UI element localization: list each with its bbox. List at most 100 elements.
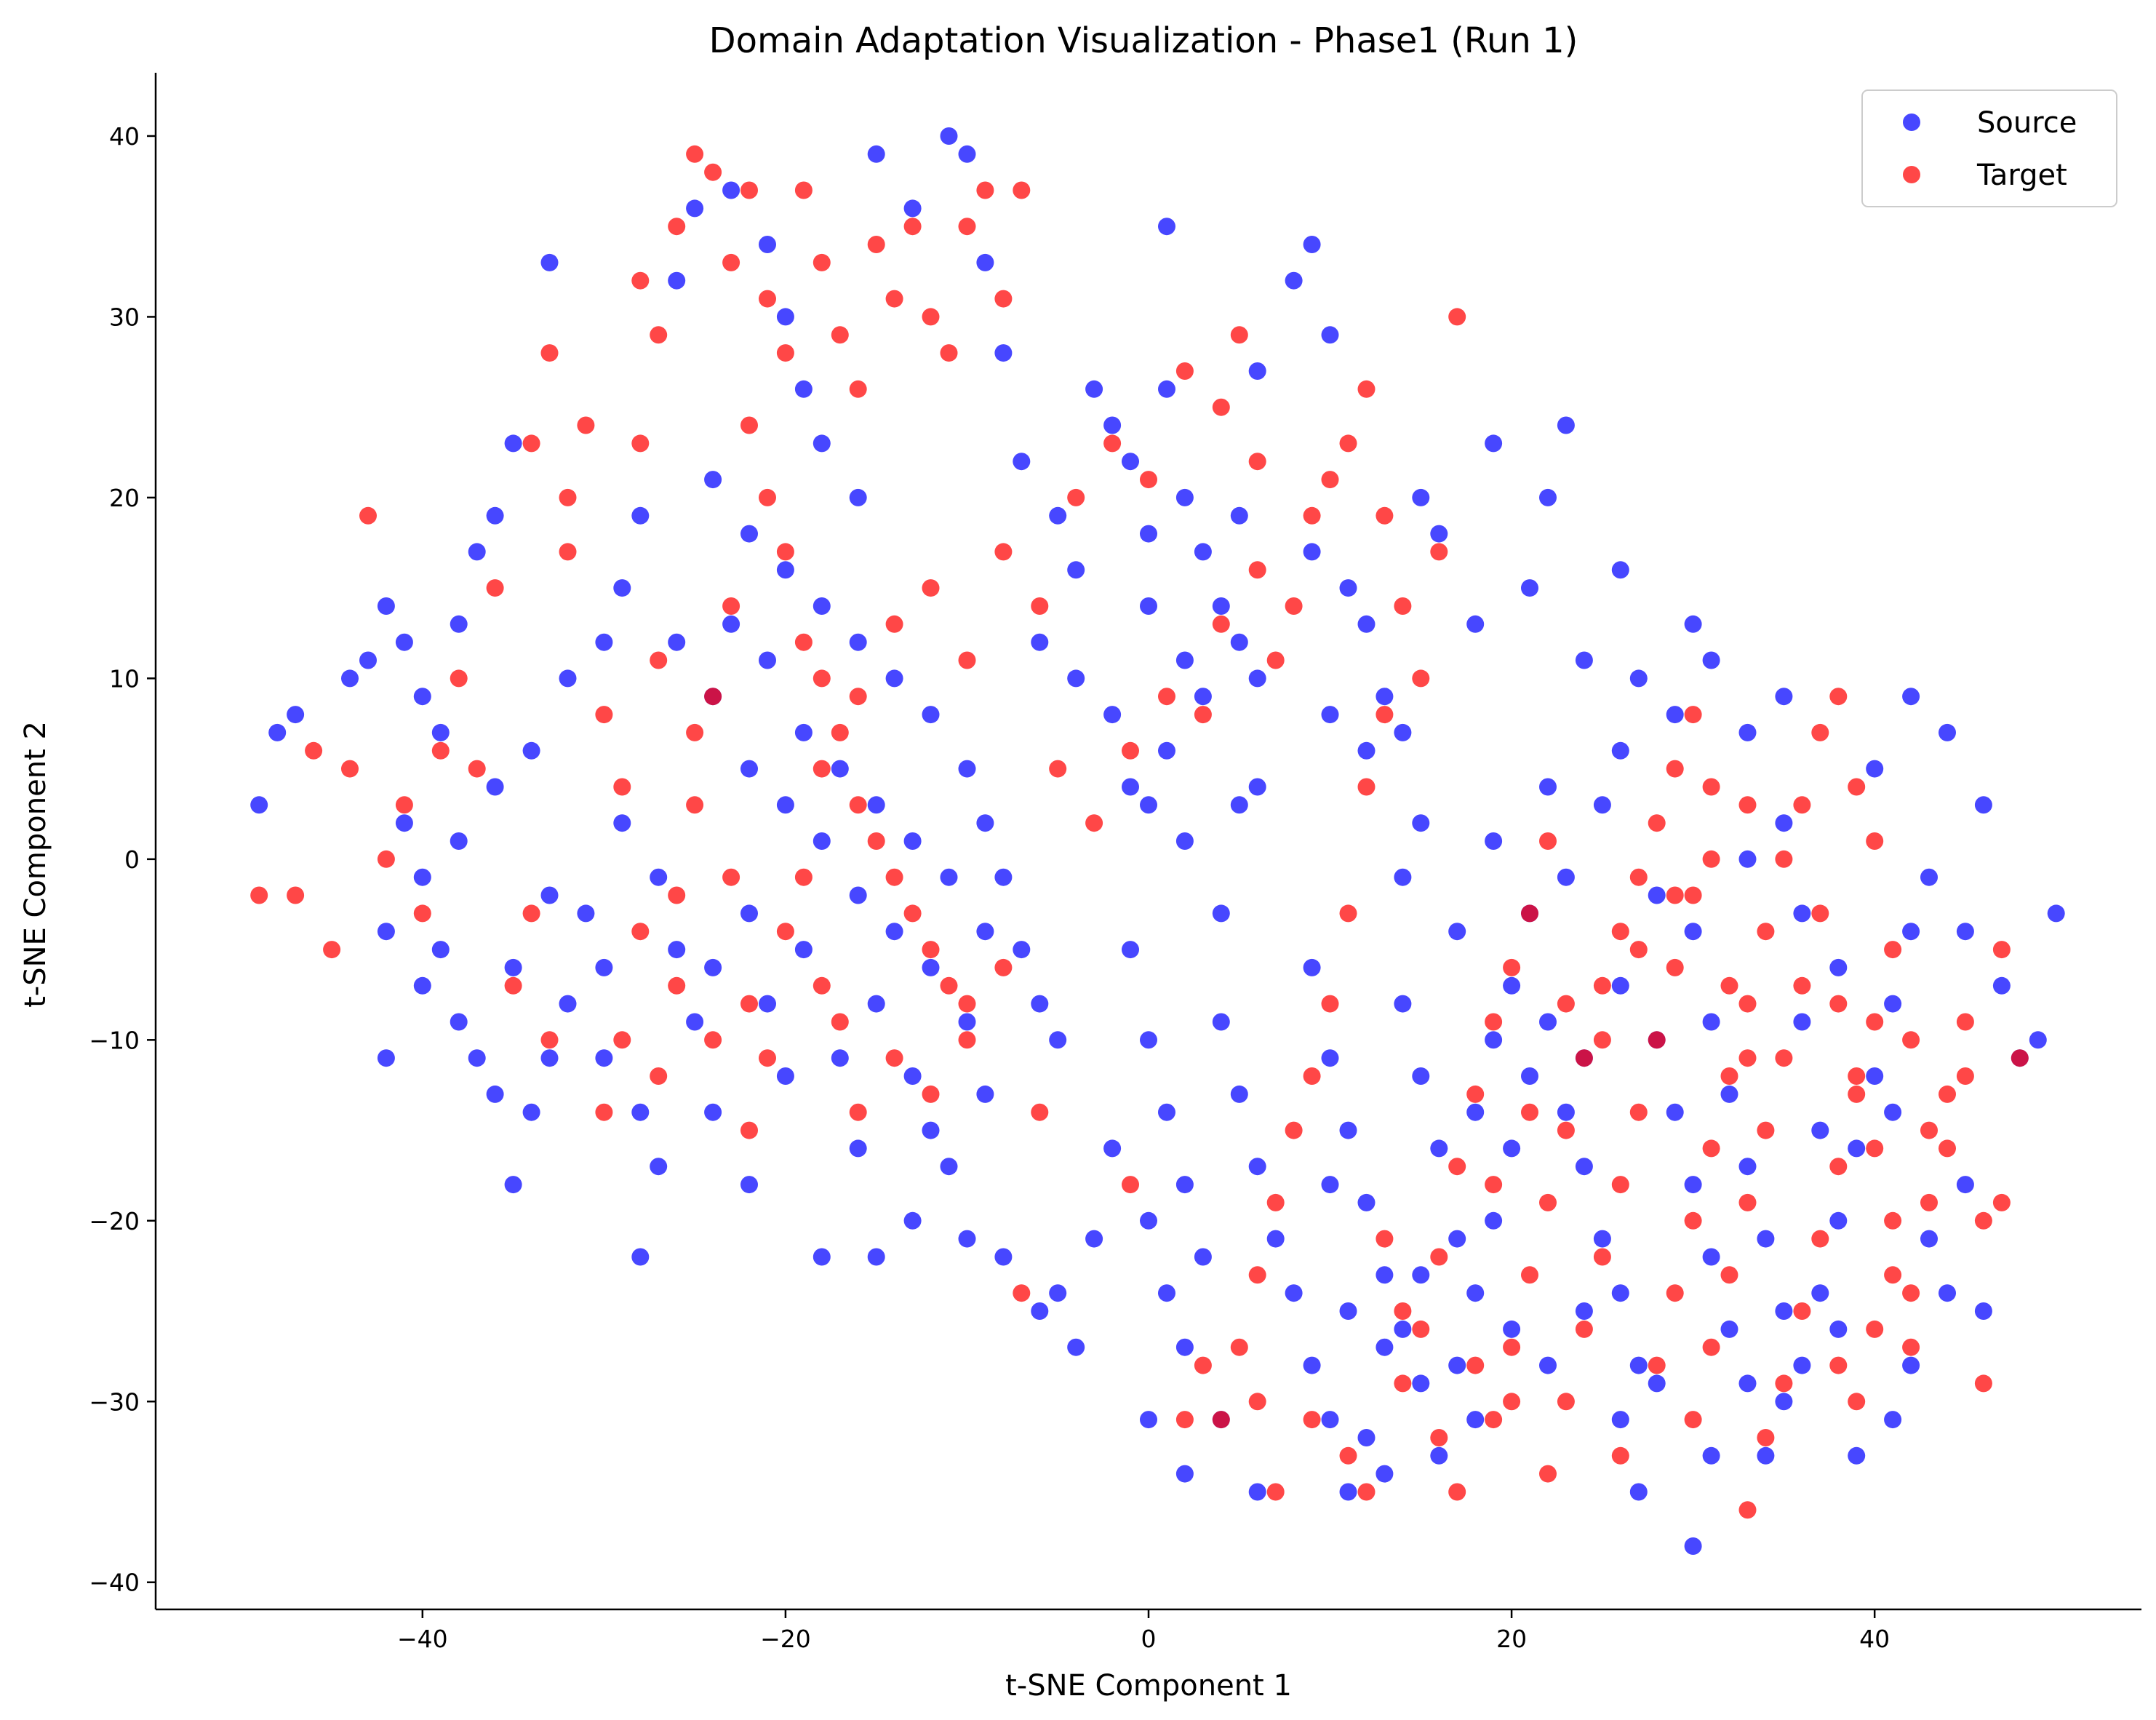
source-point [940, 127, 958, 145]
y-tick-label: −40 [89, 1569, 140, 1597]
target-point [668, 886, 686, 904]
source-point [1175, 651, 1194, 669]
target-point [305, 741, 323, 760]
target-point [1466, 1085, 1485, 1103]
target-point [431, 741, 450, 760]
target-point [250, 886, 268, 904]
source-point [976, 923, 994, 941]
target-point [1811, 1230, 1829, 1248]
source-point [940, 868, 958, 886]
target-point [922, 941, 940, 959]
source-point [1140, 1031, 1157, 1049]
source-point [722, 615, 740, 633]
source-point [1212, 904, 1230, 923]
target-point [1593, 976, 1611, 995]
target-point [613, 778, 631, 796]
source-point [268, 723, 287, 741]
target-point [704, 688, 722, 706]
target-point [1339, 904, 1357, 923]
source-point [1321, 706, 1339, 724]
target-point [1230, 1338, 1248, 1356]
source-point [1230, 506, 1248, 525]
y-tick-label: 20 [109, 484, 140, 512]
target-point [1974, 1374, 1992, 1393]
source-point [1031, 995, 1049, 1013]
target-point [650, 651, 668, 669]
source-point [1285, 271, 1303, 290]
source-point [595, 1049, 613, 1067]
target-point [922, 579, 940, 597]
source-point [1775, 1393, 1793, 1411]
source-point [540, 1049, 559, 1067]
source-point [994, 1248, 1013, 1266]
source-point [1248, 669, 1266, 688]
source-point [1448, 1230, 1466, 1248]
source-point [1430, 525, 1448, 543]
target-point [1702, 778, 1720, 796]
source-point [1140, 597, 1157, 615]
target-point [1829, 995, 1848, 1013]
source-point [1412, 488, 1430, 506]
target-point [1848, 1067, 1866, 1085]
target-point [1738, 995, 1757, 1013]
source-point [1684, 615, 1702, 633]
source-point [1629, 1483, 1648, 1501]
y-tick-label: 40 [109, 122, 140, 151]
target-point [1738, 1501, 1757, 1519]
source-point [958, 1230, 976, 1248]
target-point [577, 416, 595, 434]
target-point [976, 181, 994, 199]
target-point [1031, 1103, 1049, 1121]
source-point [395, 814, 413, 832]
target-point [1648, 1356, 1666, 1374]
target-point [704, 163, 722, 181]
target-point [740, 416, 758, 434]
target-point [1521, 904, 1538, 923]
source-point [831, 1049, 849, 1067]
source-point [1539, 1013, 1557, 1031]
source-point [1557, 868, 1575, 886]
legend-box [1861, 89, 2117, 207]
source-point [1811, 1284, 1829, 1302]
source-point [1339, 1483, 1357, 1501]
target-point [1248, 1266, 1266, 1284]
target-point [1376, 506, 1394, 525]
source-point [776, 796, 794, 814]
source-point [704, 1103, 722, 1121]
source-point [1194, 688, 1212, 706]
source-point [1775, 1302, 1793, 1320]
source-point [1539, 488, 1557, 506]
source-point [1738, 850, 1757, 868]
source-point [1575, 651, 1593, 669]
target-point [1702, 850, 1720, 868]
source-point [1974, 1302, 1992, 1320]
y-tick-label: −20 [89, 1207, 140, 1235]
source-point [1158, 218, 1175, 236]
source-point [1793, 1356, 1811, 1374]
source-point [1394, 995, 1412, 1013]
source-point [849, 1139, 867, 1158]
source-point [903, 199, 922, 218]
source-point [1702, 1013, 1720, 1031]
source-point [686, 199, 704, 218]
source-point [813, 832, 831, 850]
target-point [1775, 1049, 1793, 1067]
source-point [540, 253, 559, 271]
target-point [540, 344, 559, 362]
source-point [1466, 1103, 1485, 1121]
target-point [413, 904, 431, 923]
target-point [759, 290, 776, 308]
source-point [1666, 706, 1684, 724]
target-point [1757, 1429, 1775, 1446]
target-point [1212, 615, 1230, 633]
target-point [1085, 814, 1103, 832]
target-point [1122, 1176, 1139, 1194]
source-point [1303, 543, 1321, 561]
target-point [1866, 832, 1884, 850]
target-point [1702, 1139, 1720, 1158]
x-axis-label: t-SNE Component 1 [1005, 1669, 1292, 1703]
target-point [1829, 1158, 1848, 1176]
source-point [468, 1049, 486, 1067]
target-point [650, 326, 668, 344]
source-point [522, 741, 540, 760]
